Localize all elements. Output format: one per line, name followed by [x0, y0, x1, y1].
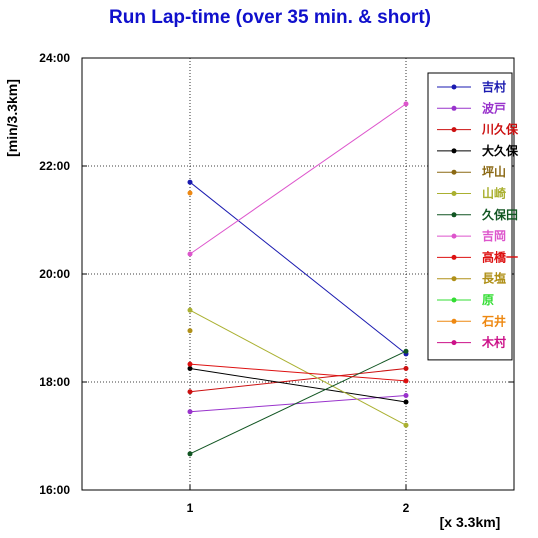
series-line — [189, 395, 407, 413]
series-line — [189, 363, 407, 382]
series-point — [403, 348, 409, 354]
series-point — [187, 389, 193, 395]
series-line — [189, 368, 407, 393]
legend-label: 原 — [482, 293, 494, 307]
series-point — [403, 366, 409, 371]
series-point — [187, 307, 193, 313]
legend-swatch-point — [451, 169, 457, 175]
y-tick-label: 18:00 — [39, 375, 70, 389]
legend-swatch-point — [451, 212, 457, 218]
series-line — [189, 368, 407, 403]
series-line — [189, 103, 407, 255]
legend-swatch-point — [451, 318, 457, 324]
y-tick-label: 20:00 — [39, 267, 70, 281]
legend-swatch-point — [451, 191, 457, 196]
legend-label: 久保田 — [482, 207, 518, 222]
legend-swatch-point — [451, 340, 457, 346]
legend-label: 木村 — [481, 335, 506, 350]
series-point — [187, 251, 193, 257]
series-line — [189, 309, 407, 426]
legend-label: 吉村 — [482, 79, 506, 94]
x-tick-label: 2 — [403, 501, 410, 515]
legend-swatch-point — [451, 297, 457, 303]
legend-swatch-point — [451, 84, 457, 90]
series-point — [187, 179, 193, 185]
series-line — [189, 350, 407, 455]
legend-label: 石井 — [481, 313, 506, 328]
x-tick-label: 1 — [187, 501, 194, 515]
series-point — [403, 101, 409, 107]
series-point — [403, 399, 409, 405]
legend-swatch-point — [451, 127, 457, 133]
legend-box — [427, 72, 513, 361]
legend-label: 高橋一 — [482, 249, 518, 264]
series-point — [187, 361, 193, 367]
legend-label: 吉岡 — [482, 228, 506, 243]
legend-swatch-point — [451, 105, 457, 111]
legend-swatch-point — [451, 233, 457, 239]
series-point — [403, 422, 409, 428]
series-point — [403, 378, 409, 384]
legend-label: 波戸 — [482, 100, 506, 115]
legend-label: 坪山 — [482, 164, 506, 179]
legend-swatch-point — [451, 254, 457, 260]
series-point — [187, 366, 193, 371]
series-point — [187, 451, 193, 457]
y-tick-label: 24:00 — [39, 51, 70, 65]
legend-label: 川久保 — [481, 122, 519, 137]
series-line — [189, 181, 407, 355]
y-axis-label: [min/3.3km] — [4, 79, 20, 157]
x-axis-label: [x 3.3km] — [440, 514, 501, 530]
legend-swatch-point — [451, 148, 457, 154]
legend-swatch-point — [451, 276, 457, 282]
legend-label: 長塩 — [482, 271, 506, 286]
y-tick-label: 16:00 — [39, 483, 70, 497]
legend-label: 大久保 — [482, 143, 519, 158]
y-tick-label: 22:00 — [39, 159, 70, 173]
series-point — [187, 190, 193, 196]
chart-title: Run Lap-time (over 35 min. & short) — [109, 7, 431, 28]
plot-area: 16:00 18:00 20:00 22:00 24:00 1 2 — [39, 51, 515, 515]
legend-label: 山崎 — [482, 186, 506, 201]
series-point — [403, 393, 409, 398]
series-point — [187, 409, 193, 415]
series-point — [187, 328, 193, 334]
